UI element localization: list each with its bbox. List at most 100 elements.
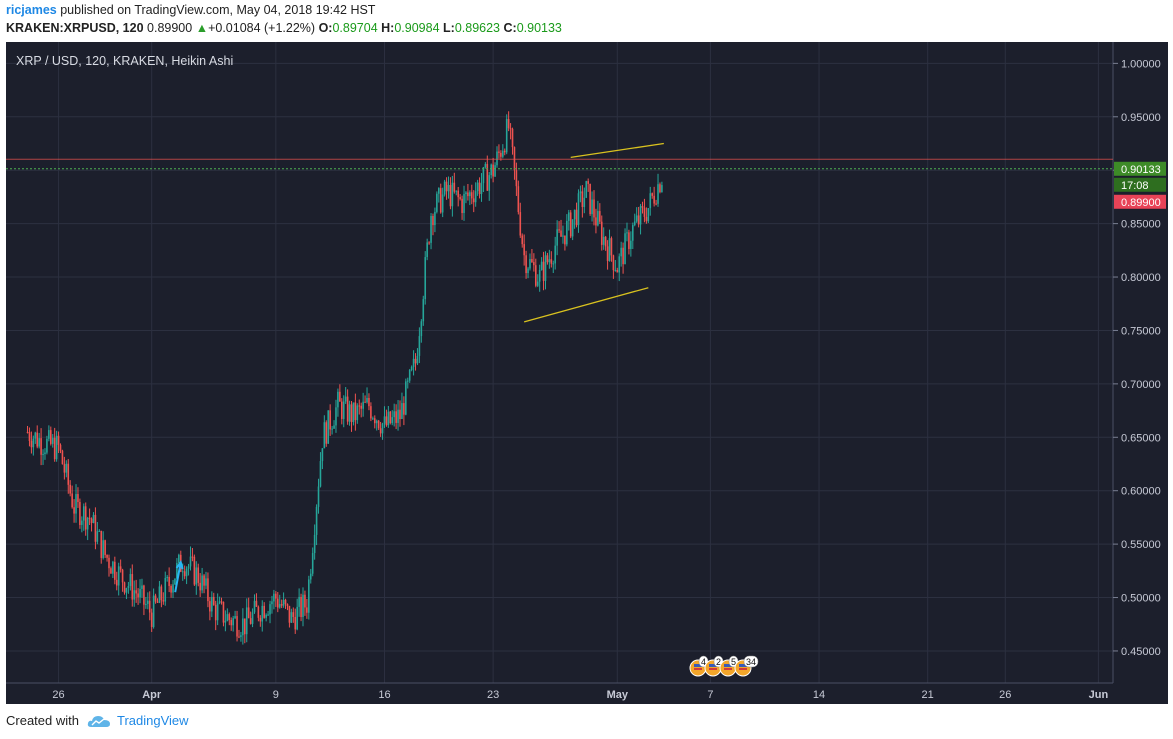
candle — [327, 410, 330, 444]
candle — [125, 587, 128, 600]
arrow-annotation[interactable] — [174, 560, 184, 593]
candle — [245, 598, 248, 643]
candle — [38, 432, 40, 449]
candle — [342, 395, 345, 428]
candle-body — [377, 420, 380, 429]
chart-area[interactable]: 1.000000.950000.900000.850000.800000.750… — [6, 42, 1168, 704]
candle — [187, 563, 190, 576]
candle — [366, 387, 368, 404]
flag-stripe — [739, 668, 747, 670]
candle-body — [220, 601, 223, 603]
candle-body — [102, 540, 104, 558]
candle-body — [211, 596, 213, 612]
candle — [472, 190, 475, 213]
candle — [73, 499, 75, 523]
candle — [86, 516, 89, 541]
candle — [599, 203, 601, 225]
price-chart[interactable]: 1.000000.950000.900000.850000.800000.750… — [6, 42, 1168, 704]
candle — [42, 449, 44, 465]
lower-trendline[interactable] — [523, 287, 649, 323]
candle-body — [430, 215, 432, 243]
candle — [197, 563, 200, 587]
candle-body — [494, 165, 496, 177]
candle — [152, 588, 155, 629]
candle — [222, 601, 225, 627]
candle-body — [630, 240, 632, 249]
candle-body — [187, 566, 190, 569]
x-tick-label: 21 — [922, 689, 934, 701]
candle-body — [406, 380, 409, 382]
published-text: published on TradingView.com, May 04, 20… — [56, 3, 376, 17]
candle — [445, 177, 448, 200]
upper-trendline[interactable] — [570, 142, 664, 159]
candle — [556, 220, 558, 256]
candle — [199, 573, 201, 597]
candle — [203, 574, 205, 594]
candle — [595, 208, 597, 234]
candle — [490, 163, 492, 179]
tradingview-link[interactable]: TradingView — [116, 713, 189, 728]
candle-body — [40, 438, 42, 455]
candle — [137, 588, 139, 605]
candle — [290, 608, 293, 624]
low-label: L: — [443, 21, 455, 35]
candle-body — [635, 215, 638, 222]
candle-body — [207, 578, 209, 602]
candle — [536, 274, 539, 288]
candle — [244, 618, 246, 644]
candle — [309, 568, 312, 584]
symbol-label: KRAKEN:XRPUSD, 120 — [6, 21, 144, 35]
candle-body — [121, 569, 124, 583]
candle — [368, 393, 370, 411]
candle-body — [661, 185, 663, 193]
candle — [436, 191, 438, 214]
event-badges[interactable]: 4 2 5 34 — [689, 655, 759, 677]
candle-body — [276, 598, 279, 608]
y-tick-label: 0.75000 — [1121, 325, 1161, 337]
candle — [645, 207, 648, 224]
candle — [655, 199, 657, 206]
candle-body — [399, 409, 401, 420]
candle-body — [247, 607, 250, 619]
event-badge[interactable]: 34 — [734, 655, 759, 677]
candle-body — [414, 358, 417, 364]
candle — [154, 593, 157, 604]
candle-body — [418, 336, 421, 356]
y-tick-label: 0.55000 — [1121, 539, 1161, 551]
candle — [311, 547, 314, 577]
x-tick-label: 14 — [813, 689, 825, 701]
candles — [26, 111, 663, 645]
candle-body — [321, 448, 324, 462]
author-link[interactable]: ricjames — [6, 3, 57, 17]
candle — [319, 452, 322, 488]
candle — [333, 420, 335, 429]
candle-body — [69, 484, 71, 494]
candle-body — [164, 577, 167, 602]
candle-body — [296, 606, 298, 630]
candle-body — [96, 531, 99, 542]
candle — [145, 596, 147, 609]
candle — [476, 179, 479, 196]
candle — [98, 529, 101, 532]
y-tick-label: 0.95000 — [1121, 112, 1161, 124]
candle-body — [554, 245, 556, 264]
candle — [236, 610, 238, 642]
arrow-head — [175, 560, 184, 570]
candle-body — [42, 453, 44, 455]
candle-body — [637, 215, 640, 225]
candle — [474, 182, 477, 207]
candle — [160, 584, 163, 608]
candle — [79, 498, 81, 529]
candle-body — [579, 191, 582, 194]
candle — [141, 578, 143, 598]
candle-body — [292, 612, 295, 617]
candle-body — [271, 601, 273, 605]
candle-body — [571, 219, 574, 237]
candle-body — [562, 235, 564, 237]
candle — [406, 377, 409, 389]
candle — [383, 406, 386, 428]
candle — [135, 579, 137, 603]
candle-body — [286, 604, 289, 606]
ohlc-bar: KRAKEN:XRPUSD, 120 0.89900 ▲+0.01084 (+1… — [6, 21, 562, 35]
flag-stripe — [709, 664, 717, 667]
